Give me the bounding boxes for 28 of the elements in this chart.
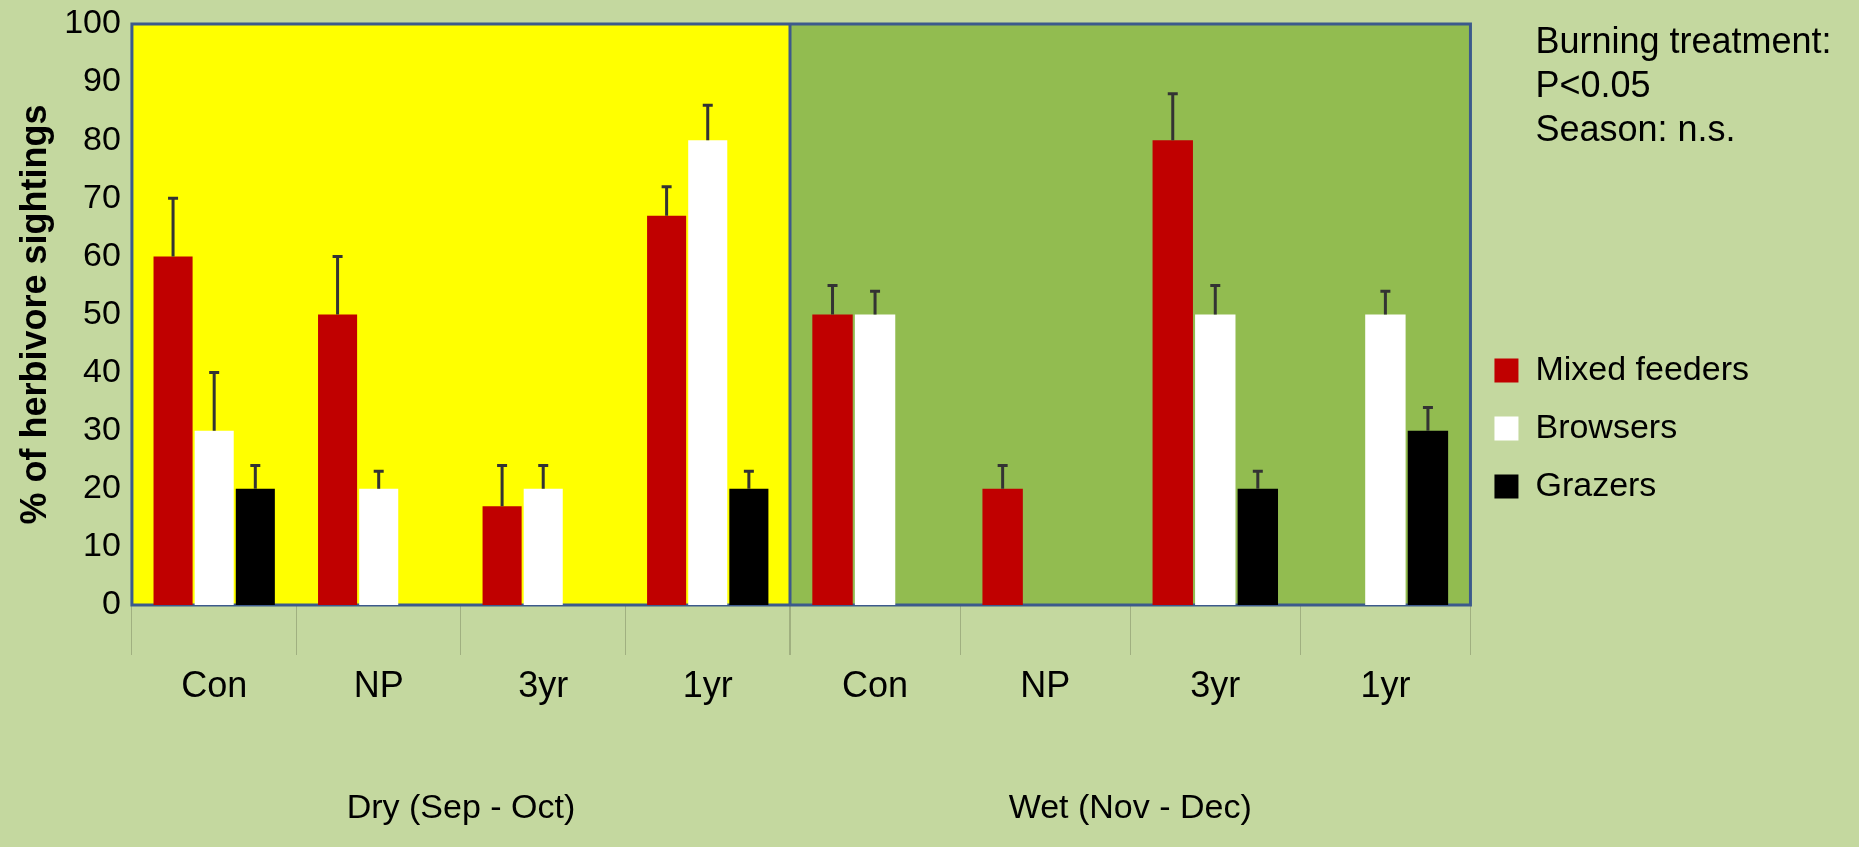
text: Season: n.s. (1535, 107, 1736, 149)
y-tick-label: 100 (64, 2, 121, 41)
x-axis-title: Dry (Sep - Oct) (346, 786, 576, 825)
legend-label: Browsers (1535, 406, 1678, 445)
x-tick-label: 1yr (682, 663, 733, 705)
y-tick-label: 50 (83, 292, 121, 331)
legend-label: Mixed feeders (1535, 348, 1749, 387)
x-tick-label: NP (353, 663, 404, 705)
y-tick-label: 0 (102, 583, 121, 622)
legend-label: Grazers (1535, 464, 1657, 503)
y-tick-label: 60 (83, 234, 121, 273)
x-tick-label: Con (842, 663, 909, 705)
x-tick-label: 3yr (1190, 663, 1241, 705)
y-tick-label: 70 (83, 176, 121, 215)
x-tick-label: Con (181, 663, 248, 705)
y-tick-label: 80 (83, 118, 121, 157)
y-tick-label: 40 (83, 350, 121, 389)
y-tick-label: 10 (83, 525, 121, 564)
x-tick-label: 1yr (1360, 663, 1411, 705)
y-axis-title: % of herbivore sightings (12, 104, 54, 525)
y-tick-label: 20 (83, 467, 121, 506)
text: P<0.05 (1535, 63, 1651, 105)
x-tick-label: NP (1020, 663, 1071, 705)
y-tick-label: 30 (83, 409, 121, 448)
text: Burning treatment: (1535, 19, 1832, 61)
y-tick-label: 90 (83, 60, 121, 99)
x-axis-title: Wet (Nov - Dec) (1008, 786, 1252, 825)
x-tick-label: 3yr (518, 663, 569, 705)
